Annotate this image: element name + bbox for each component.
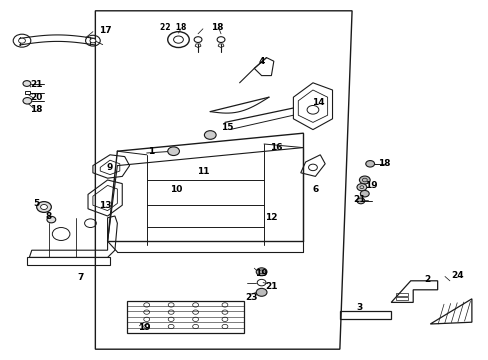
- Circle shape: [19, 38, 25, 43]
- Circle shape: [359, 176, 369, 184]
- Text: 4: 4: [258, 57, 264, 66]
- Text: 18: 18: [30, 105, 43, 114]
- Text: 21: 21: [30, 80, 43, 89]
- Text: 9: 9: [106, 163, 113, 172]
- Text: 2: 2: [424, 275, 430, 284]
- Text: 21: 21: [352, 195, 365, 204]
- Text: 22  18: 22 18: [160, 23, 186, 32]
- Text: 19: 19: [365, 181, 377, 190]
- Circle shape: [360, 190, 368, 197]
- Text: 17: 17: [99, 26, 111, 35]
- Text: 18: 18: [377, 159, 389, 168]
- Text: 6: 6: [312, 185, 318, 194]
- Text: 19: 19: [255, 269, 267, 278]
- Text: 16: 16: [269, 143, 282, 152]
- Text: 8: 8: [46, 212, 52, 220]
- Text: 1: 1: [148, 147, 154, 156]
- Text: 7: 7: [77, 273, 84, 282]
- Circle shape: [365, 161, 374, 167]
- Text: 19: 19: [138, 323, 150, 332]
- Text: 24: 24: [450, 271, 463, 280]
- Circle shape: [37, 202, 51, 212]
- Circle shape: [47, 216, 56, 223]
- Text: 23: 23: [245, 292, 258, 302]
- Circle shape: [356, 198, 364, 204]
- Circle shape: [167, 147, 179, 156]
- Circle shape: [204, 131, 216, 139]
- Text: 20: 20: [30, 93, 43, 102]
- Text: 3: 3: [356, 303, 362, 312]
- Text: 13: 13: [99, 201, 111, 210]
- Circle shape: [23, 81, 31, 86]
- Circle shape: [23, 98, 32, 104]
- Text: 14: 14: [311, 98, 324, 107]
- Text: 21: 21: [264, 282, 277, 291]
- Text: 18: 18: [211, 23, 224, 32]
- Text: 5: 5: [34, 199, 40, 208]
- Text: 11: 11: [196, 166, 209, 176]
- Circle shape: [256, 268, 266, 276]
- Circle shape: [356, 184, 366, 191]
- Circle shape: [90, 39, 96, 43]
- Circle shape: [256, 288, 266, 296]
- Text: 15: 15: [221, 123, 233, 132]
- Text: 12: 12: [264, 213, 277, 222]
- Circle shape: [41, 204, 47, 210]
- Text: 10: 10: [169, 185, 182, 194]
